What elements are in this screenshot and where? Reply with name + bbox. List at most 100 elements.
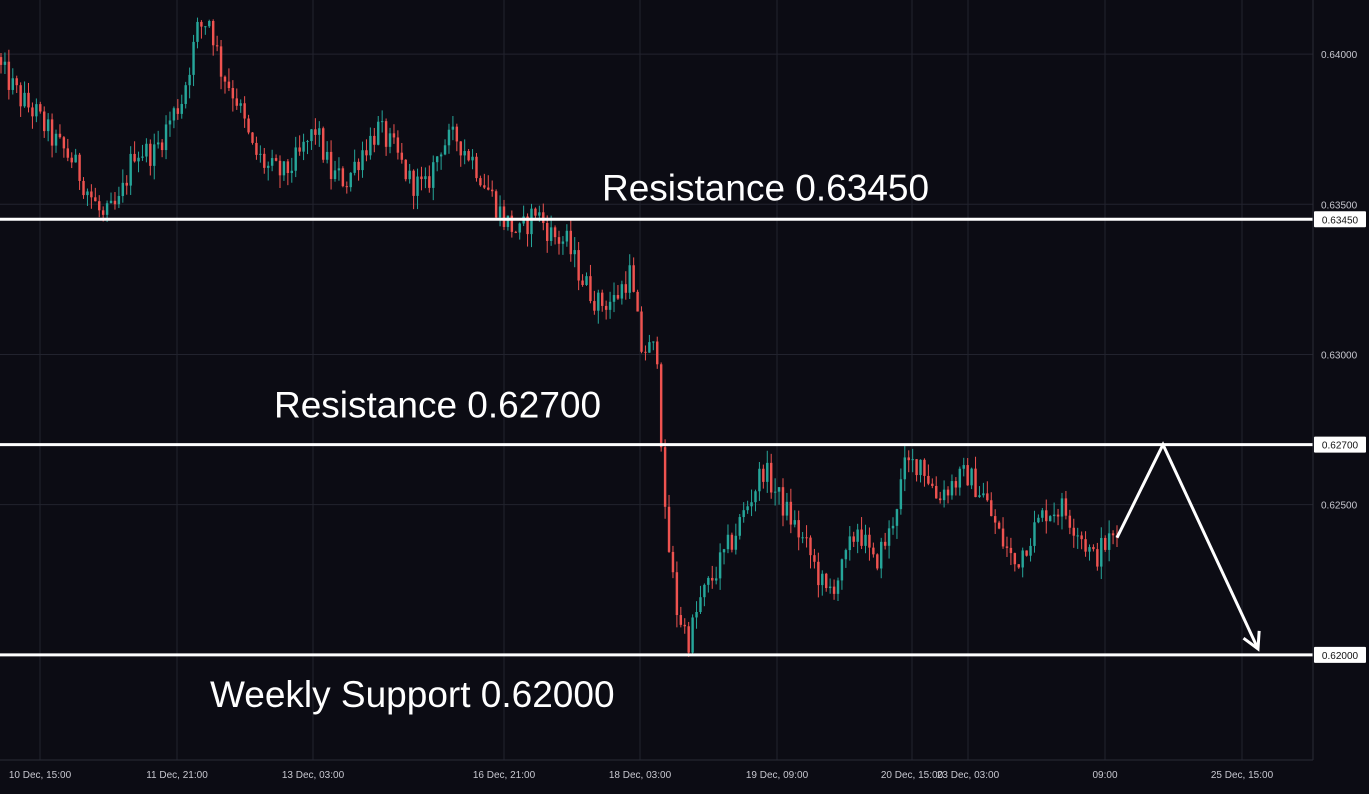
candle-up xyxy=(573,250,576,255)
candle-down xyxy=(679,615,683,625)
price-axis[interactable]: 0.64000 0.63500 0.63000 0.62500 0.63450 0.627… xyxy=(1314,50,1366,663)
candle-down xyxy=(927,475,930,484)
candle-down xyxy=(589,276,592,302)
level-annotation: Resistance 0.63450 xyxy=(602,167,929,208)
y-tick-label: 0.64000 xyxy=(1321,50,1358,61)
candle-up xyxy=(793,520,796,525)
candle-up xyxy=(156,142,160,145)
candle-up xyxy=(612,295,616,302)
candle-up xyxy=(192,41,195,75)
candle-down xyxy=(455,126,459,142)
horizontal-levels xyxy=(0,217,1313,657)
candle-down xyxy=(1005,546,1009,548)
candle-up xyxy=(699,597,702,612)
candle-up xyxy=(1052,514,1056,517)
candle-down xyxy=(1111,533,1115,536)
candle-down xyxy=(231,88,235,99)
candle-down xyxy=(931,483,934,486)
candle-up xyxy=(848,536,852,551)
level-price-badge xyxy=(1314,646,1366,663)
candle-up xyxy=(1021,550,1024,568)
candle-down xyxy=(577,250,580,281)
candle-down xyxy=(1013,553,1017,565)
candle-down xyxy=(997,522,1001,529)
candle-up xyxy=(891,525,895,529)
candle-down xyxy=(990,500,993,517)
candle-down xyxy=(624,284,628,293)
candle-up xyxy=(958,468,962,488)
candle-up xyxy=(424,176,427,180)
candle-up xyxy=(565,230,569,242)
y-tick-label: 0.63500 xyxy=(1321,200,1358,211)
candle-down xyxy=(101,210,105,215)
candle-up xyxy=(86,191,89,196)
candle-up xyxy=(439,154,443,157)
x-tick-label: 20 Dec, 15:00 xyxy=(881,770,944,781)
candle-down xyxy=(954,481,958,488)
candle-up xyxy=(718,552,722,579)
candle-down xyxy=(467,151,470,161)
candle-down xyxy=(357,161,360,171)
candle-up xyxy=(447,129,451,146)
candle-up xyxy=(738,517,741,536)
candle-down xyxy=(479,178,482,186)
candle-up xyxy=(648,342,651,353)
candle-down xyxy=(675,572,679,616)
candle-up xyxy=(74,154,77,163)
candle-down xyxy=(1056,514,1060,517)
level-annotation: Weekly Support 0.62000 xyxy=(210,674,615,715)
candle-up xyxy=(35,104,38,117)
candle-down xyxy=(329,151,333,180)
candle-up xyxy=(145,143,148,157)
candle-down xyxy=(247,118,250,133)
candle-down xyxy=(31,107,34,117)
candle-down xyxy=(7,61,11,90)
candle-down xyxy=(553,227,557,238)
candle-down xyxy=(428,176,431,188)
candle-up xyxy=(333,170,337,180)
candle-up xyxy=(734,535,738,550)
candle-down xyxy=(545,223,549,241)
candle-up xyxy=(840,559,844,581)
candle-down xyxy=(215,45,219,47)
candle-up xyxy=(620,284,624,299)
candle-down xyxy=(510,215,514,232)
candle-up xyxy=(758,468,761,492)
candle-down xyxy=(656,341,659,365)
candle-up xyxy=(754,491,757,503)
time-axis[interactable]: 10 Dec, 15:00 11 Dec, 21:00 13 Dec, 03:00 1… xyxy=(9,770,1274,781)
candle-down xyxy=(671,551,675,573)
candle-down xyxy=(534,208,537,216)
candle-down xyxy=(986,493,989,501)
candle-down xyxy=(813,555,816,562)
candle-up xyxy=(903,457,907,480)
candle-down xyxy=(604,305,608,310)
candle-up xyxy=(1037,517,1040,523)
candle-down xyxy=(70,157,73,163)
candle-down xyxy=(1045,510,1048,522)
candle-down xyxy=(935,485,938,499)
candle-down xyxy=(1017,564,1020,568)
candle-up xyxy=(302,141,305,152)
candle-down xyxy=(15,78,18,86)
candle-down xyxy=(915,459,918,476)
candle-down xyxy=(809,537,812,556)
candle-down xyxy=(322,128,325,160)
candle-up xyxy=(204,26,207,28)
candle-down xyxy=(274,158,278,161)
candle-down xyxy=(78,154,81,181)
candle-up xyxy=(408,170,411,180)
candle-down xyxy=(373,135,376,145)
grid-lines xyxy=(0,0,1313,760)
candle-up xyxy=(337,168,341,171)
candle-down xyxy=(211,20,215,46)
candle-down xyxy=(278,160,282,176)
candle-down xyxy=(832,586,836,594)
candle-down xyxy=(27,92,30,108)
arrow-head-icon xyxy=(1242,630,1261,652)
candle-down xyxy=(730,534,734,550)
candle-down xyxy=(687,626,690,653)
candle-down xyxy=(365,150,368,156)
candle-down xyxy=(640,311,643,352)
